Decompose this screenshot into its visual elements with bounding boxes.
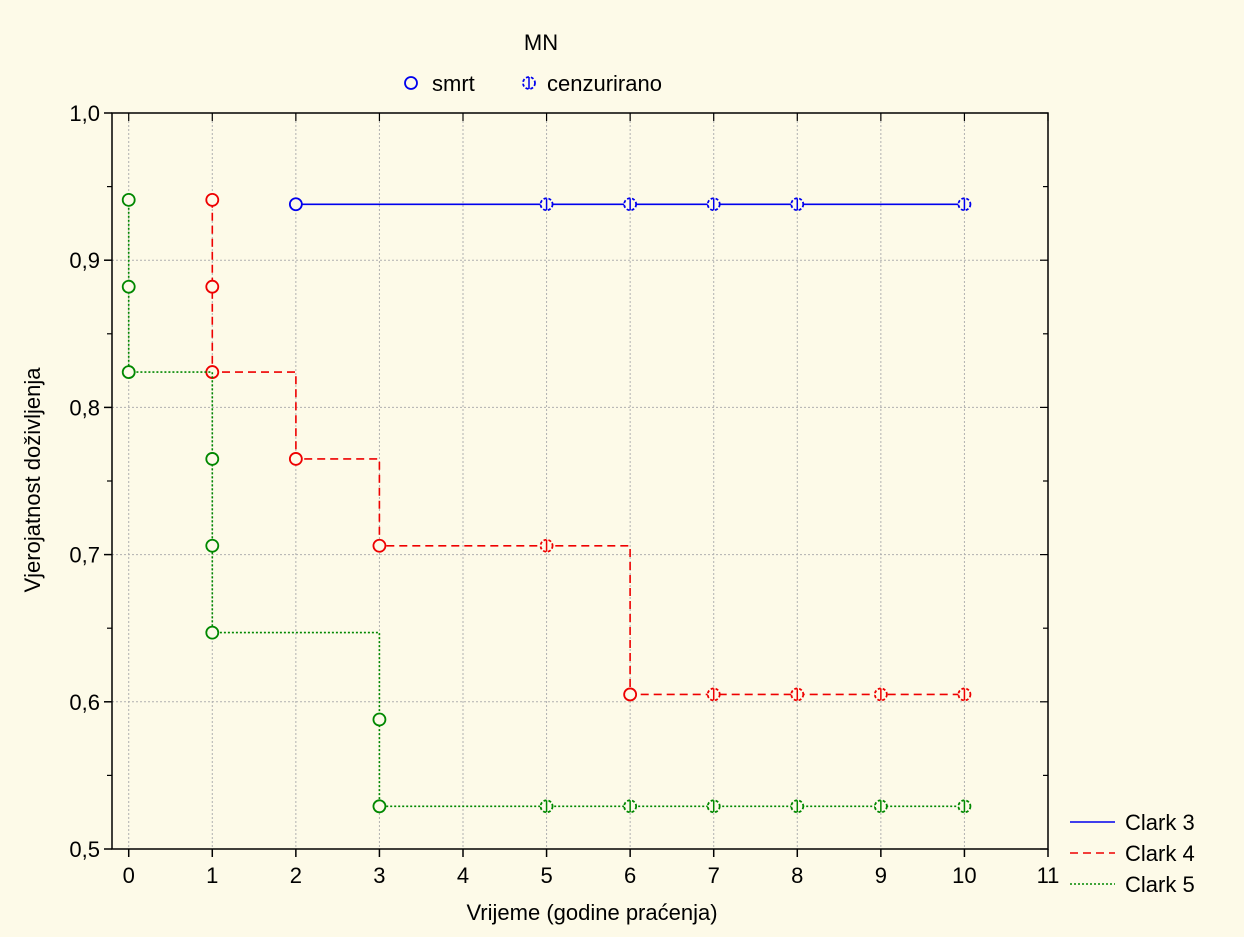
y-tick-label: 0,7 [69,543,100,568]
series-clark-3 [288,197,972,212]
event-marker [121,279,136,294]
series-legend: Clark 3 Clark 4 Clark 5 [1070,810,1195,897]
x-tick-label: 7 [708,863,720,888]
legend-event-label: smrt [432,71,475,96]
x-tick-label: 2 [290,863,302,888]
x-tick-label: 9 [875,863,887,888]
y-tick-label: 0,8 [69,395,100,420]
event-marker [121,192,136,207]
event-marker [205,192,220,207]
event-marker [205,538,220,553]
grid [112,113,1048,849]
event-marker [372,799,387,814]
event-marker [372,712,387,727]
legend-censored-marker [522,76,536,90]
event-marker [288,452,303,466]
axis-ticks: 0 1 2 3 4 5 6 7 8 9 10 11 0,5 0,6 0,7 0,8 0,9 1,0 [69,101,1059,888]
y-tick-label: 0,5 [69,837,100,862]
y-tick-label: 0,6 [69,690,100,715]
series-clark-4 [205,192,972,702]
x-axis-title: Vrijeme (godine praćenja) [466,900,717,925]
legend-event-marker [404,76,418,90]
x-tick-label: 3 [373,863,385,888]
legend-label-3: Clark 5 [1125,872,1195,897]
plot-area [112,113,1048,849]
legend-censored-label: cenzurirano [547,71,662,96]
marker-legend: MN smrt cenzurirano [404,30,662,96]
x-tick-label: 8 [791,863,803,888]
event-marker [205,625,220,640]
event-marker [205,279,220,294]
legend-label-2: Clark 4 [1125,841,1195,866]
x-tick-label: 4 [457,863,469,888]
series-line [211,199,965,696]
x-tick-label: 0 [123,863,135,888]
event-marker [623,687,638,702]
legend-label-1: Clark 3 [1125,810,1195,835]
event-marker [288,197,303,212]
event-marker [121,365,136,379]
x-tick-label: 5 [540,863,552,888]
series-layer [121,192,972,814]
marker-legend-title: MN [524,30,558,55]
series-clark-5 [121,192,972,814]
x-tick-label: 11 [1037,863,1060,888]
event-marker [372,538,387,553]
y-tick-label: 0,9 [69,248,100,273]
x-tick-label: 1 [206,863,218,888]
y-tick-label: 1,0 [69,101,100,126]
y-axis-title: Vjerojatnost doživljenja [20,367,45,593]
event-marker [205,452,220,466]
x-tick-label: 6 [624,863,636,888]
x-tick-label: 10 [952,863,976,888]
